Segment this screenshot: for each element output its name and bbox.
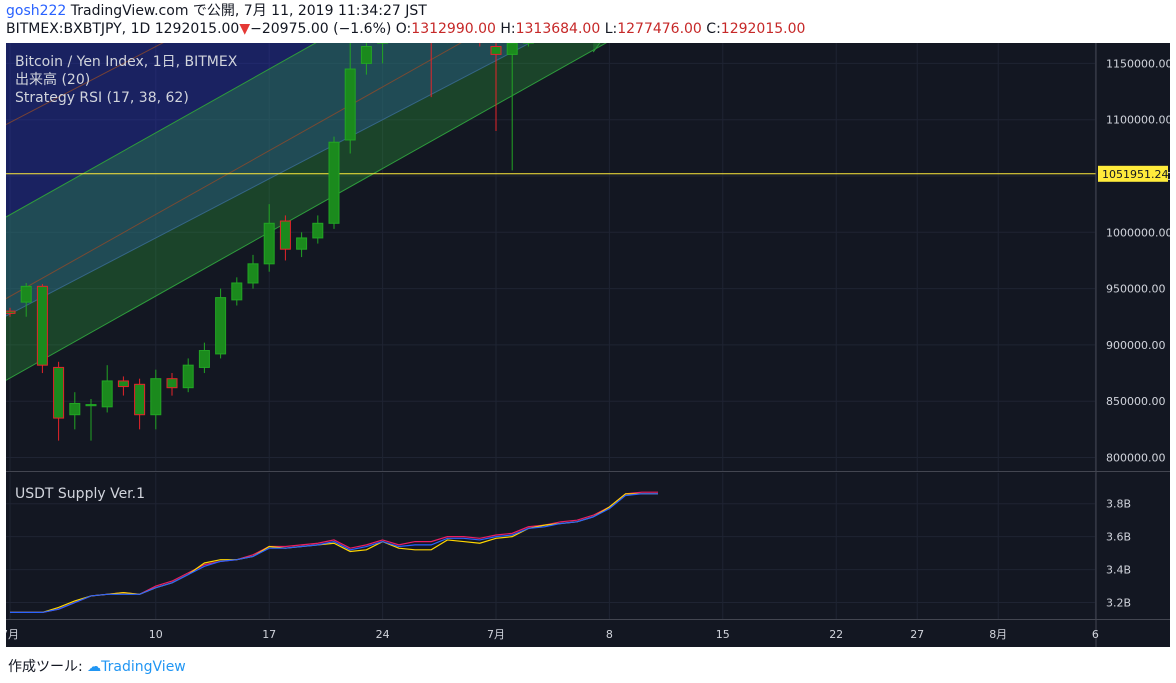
- supply-tick-label: 3.6B: [1106, 531, 1131, 544]
- legend-title: Bitcoin / Yen Index, 1日, BITMEX: [15, 54, 238, 70]
- candle-up: [231, 282, 243, 301]
- candlestick-series: [6, 43, 534, 441]
- channel-band: [593, 43, 600, 53]
- regression-channels: [6, 43, 607, 381]
- candle-down: [134, 383, 146, 416]
- channel-mid-line: [6, 43, 462, 300]
- axes: 800000.00 850000.00 900000.00 950000.00 1000…: [6, 43, 1170, 647]
- legend-usdt: USDT Supply Ver.1: [15, 486, 146, 502]
- high-value: 1313684.00: [515, 21, 601, 37]
- chart-frame[interactable]: 800000.00 850000.00 900000.00 950000.00 1000…: [6, 43, 1170, 647]
- close-value: 1292015.00: [720, 21, 806, 37]
- price-label-badge: [1098, 165, 1168, 182]
- candle-down: [166, 378, 178, 389]
- candle-up: [360, 46, 372, 64]
- price-tick-label: 1100000.00: [1106, 114, 1170, 127]
- candle-up: [215, 297, 227, 355]
- channel-upper-line: [6, 43, 317, 218]
- publish-line: gosh222 TradingView.com で公開, 7月 11, 2019…: [6, 2, 1170, 20]
- horizontal-lines: [6, 173, 1096, 175]
- price-tick-label: 1150000.00: [1106, 57, 1170, 70]
- time-tick-label: 6: [1092, 628, 1099, 641]
- candle-up: [312, 222, 324, 239]
- tradingview-logo-icon: ☁: [87, 659, 102, 675]
- time-tick-label: 24: [376, 628, 390, 641]
- candle-up: [344, 68, 356, 141]
- high-label: H:: [500, 21, 516, 37]
- candle-down: [490, 46, 502, 55]
- channel-lower-line: [6, 43, 607, 381]
- footer: 作成ツール: ☁TradingView: [8, 656, 186, 676]
- candle-up: [328, 141, 340, 224]
- down-arrow-icon: ▼: [239, 21, 251, 37]
- candle-up: [101, 380, 113, 408]
- price-tick-label: 900000.00: [1106, 339, 1166, 352]
- time-tick-label: 17: [262, 628, 276, 641]
- candle-down: [117, 380, 129, 388]
- usdt-supply-line: [10, 493, 658, 614]
- candle-up: [247, 263, 259, 284]
- price-tick-label: 800000.00: [1106, 452, 1166, 465]
- time-tick-label: 10: [149, 628, 163, 641]
- grid: [6, 43, 1096, 619]
- footer-prefix: 作成ツール:: [8, 659, 83, 675]
- publish-info: TradingView.com で公開, 7月 11, 2019 11:34:2…: [70, 3, 427, 19]
- usdt-supply-series: [10, 491, 658, 614]
- supply-tick-label: 3.8B: [1106, 498, 1131, 511]
- channel-lower-line: [6, 43, 531, 317]
- time-tick-label: 8月: [989, 628, 1007, 641]
- author-link[interactable]: gosh222: [6, 3, 67, 19]
- tradingview-link[interactable]: TradingView: [101, 659, 186, 675]
- candle-down: [6, 310, 16, 314]
- price-tick-label: 950000.00: [1106, 283, 1166, 296]
- low-value: 1277476.00: [617, 21, 702, 37]
- supply-tick-label: 3.4B: [1106, 564, 1131, 577]
- time-tick-label: 27: [910, 628, 924, 641]
- legend-strategy: Strategy RSI (17, 38, 62): [15, 90, 189, 106]
- usdt-supply-line: [10, 493, 658, 614]
- candle-down: [53, 366, 65, 419]
- ohlc-line: BITMEX:BXBTJPY, 1D 1292015.00▼−20975.00 …: [6, 20, 1170, 38]
- candle-up: [85, 404, 97, 407]
- candle-down: [279, 220, 291, 250]
- candle-up: [198, 350, 210, 368]
- price-label-text: 1051951.24: [1102, 168, 1168, 181]
- time-tick-label: 8: [606, 628, 613, 641]
- candle-up: [182, 364, 194, 389]
- chart-header: gosh222 TradingView.com で公開, 7月 11, 2019…: [6, 2, 1170, 42]
- candle-down: [36, 285, 48, 366]
- legend-volume: 出来高 (20): [15, 72, 91, 88]
- close-label: C:: [706, 21, 721, 37]
- channel-lower-line: [592, 43, 601, 53]
- candle-up: [263, 222, 275, 265]
- candle-up: [296, 237, 308, 250]
- change-label: −20975.00 (−1.6%): [250, 21, 392, 37]
- time-tick-label: 7月: [487, 628, 505, 641]
- open-label: O:: [395, 21, 412, 37]
- candle-up: [150, 378, 162, 416]
- candle-up: [506, 43, 518, 55]
- price-tick-label: 850000.00: [1106, 395, 1166, 408]
- symbol-label: BITMEX:BXBTJPY, 1D 1292015.00: [6, 21, 240, 37]
- time-tick-label: 7月: [6, 628, 19, 641]
- chart-canvas[interactable]: 800000.00 850000.00 900000.00 950000.00 1000…: [6, 43, 1170, 647]
- candle-up: [20, 285, 32, 303]
- supply-tick-label: 3.2B: [1106, 597, 1131, 610]
- candle-up: [69, 402, 81, 416]
- low-label: L:: [604, 21, 618, 37]
- price-tick-label: 1000000.00: [1106, 226, 1170, 239]
- time-tick-label: 22: [829, 628, 843, 641]
- open-value: 1312990.00: [411, 21, 496, 37]
- time-tick-label: 15: [716, 628, 730, 641]
